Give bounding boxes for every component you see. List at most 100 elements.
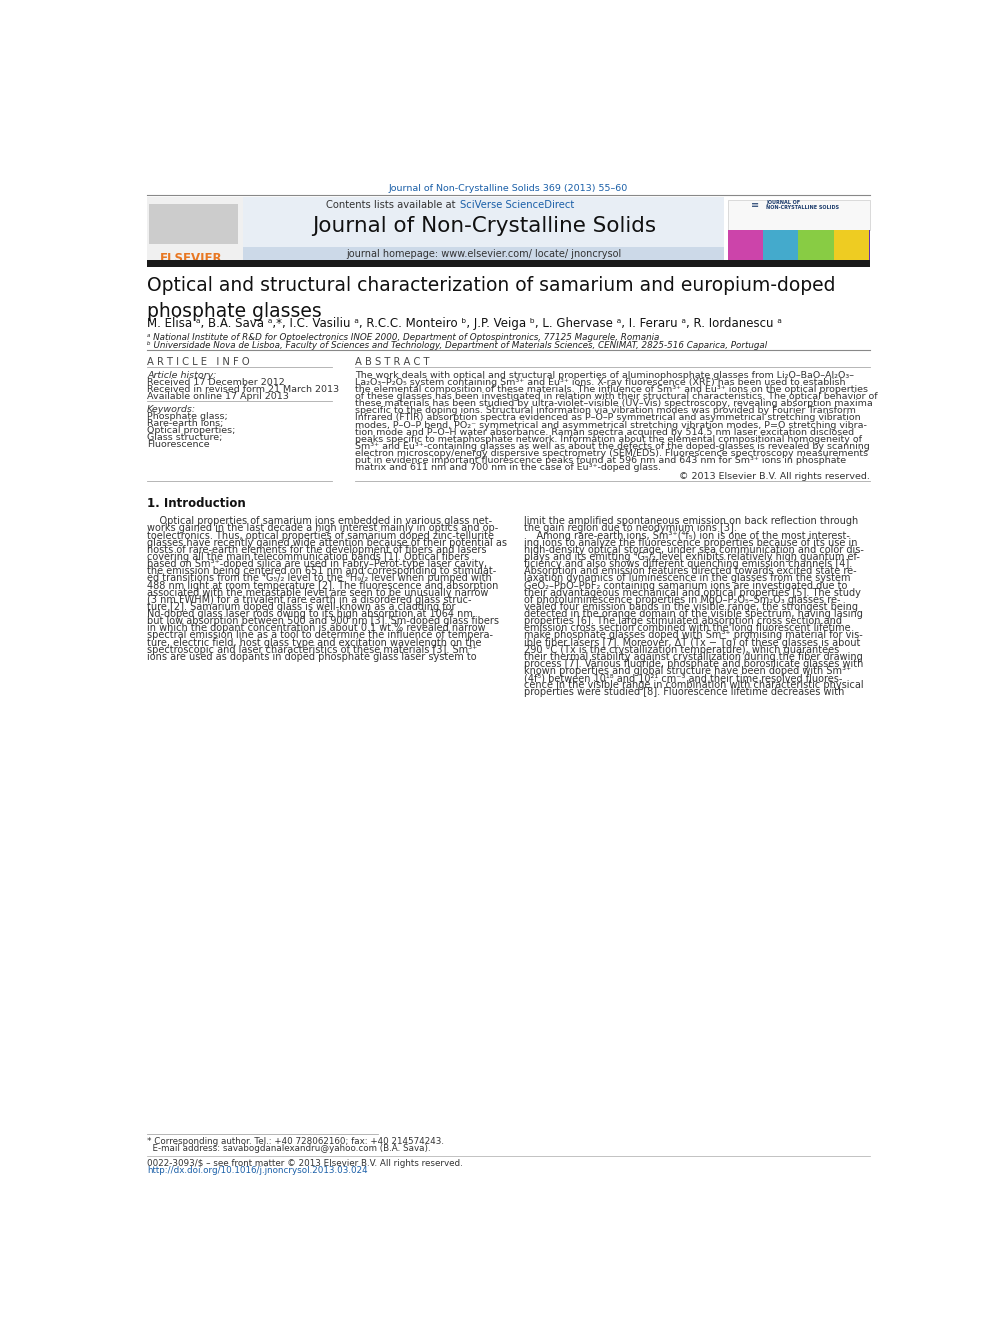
Text: based on Sm³⁺-doped silica are used in Fabry–Perot-type laser cavity,: based on Sm³⁺-doped silica are used in F… xyxy=(147,560,487,569)
FancyBboxPatch shape xyxy=(763,230,799,261)
Text: hosts of rare-earth elements for the development of fibers and lasers: hosts of rare-earth elements for the dev… xyxy=(147,545,486,554)
Text: ture, electric field, host glass type and excitation wavelength on the: ture, electric field, host glass type an… xyxy=(147,638,481,647)
Text: in which the dopant concentration is about 0.1 wt.% revealed narrow: in which the dopant concentration is abo… xyxy=(147,623,486,634)
Text: toelectronics. Thus, optical properties of samarium doped zinc-tellurite: toelectronics. Thus, optical properties … xyxy=(147,531,494,541)
Text: high-density optical storage, under sea communication and color dis-: high-density optical storage, under sea … xyxy=(524,545,864,554)
Text: specific to the doping ions. Structural information via vibration modes was prov: specific to the doping ions. Structural … xyxy=(355,406,855,415)
FancyBboxPatch shape xyxy=(727,230,870,261)
Text: ᵇ Universidade Nova de Lisboa, Faculty of Sciences and Technology, Department of: ᵇ Universidade Nova de Lisboa, Faculty o… xyxy=(147,341,767,351)
Text: Fluorescence: Fluorescence xyxy=(147,441,209,448)
FancyBboxPatch shape xyxy=(833,230,869,261)
Text: known properties and global structure have been doped with Sm³⁺: known properties and global structure ha… xyxy=(524,665,851,676)
Text: 488 nm light at room temperature [2]. The fluorescence and absorption: 488 nm light at room temperature [2]. Th… xyxy=(147,581,498,590)
Text: process [7]. Various fluoride, phosphate and borosilicate glasses with: process [7]. Various fluoride, phosphate… xyxy=(524,659,863,669)
Text: Contents lists available at: Contents lists available at xyxy=(325,200,458,209)
Text: ions are used as dopants in doped phosphate glass laser system to: ions are used as dopants in doped phosph… xyxy=(147,652,477,662)
Text: limit the amplified spontaneous emission on back reflection through: limit the amplified spontaneous emission… xyxy=(524,516,858,527)
Text: their advantageous mechanical and optical properties [5]. The study: their advantageous mechanical and optica… xyxy=(524,587,861,598)
Text: put in evidence important fluorescence peaks found at 596 nm and 643 nm for Sm³⁺: put in evidence important fluorescence p… xyxy=(355,456,846,466)
Text: Optical properties;: Optical properties; xyxy=(147,426,235,435)
Text: but low absorption between 500 and 900 nm [3]. Sm-doped glass fibers: but low absorption between 500 and 900 n… xyxy=(147,617,499,626)
Text: covering all the main telecommunication bands [1]. Optical fibers: covering all the main telecommunication … xyxy=(147,552,469,562)
Text: ficiency and also shows different quenching emission channels [4].: ficiency and also shows different quench… xyxy=(524,560,852,569)
Text: these materials has been studied by ultra-violet–visible (UV–Vis) spectroscopy, : these materials has been studied by ultr… xyxy=(355,400,872,409)
Text: 0022-3093/$ – see front matter © 2013 Elsevier B.V. All rights reserved.: 0022-3093/$ – see front matter © 2013 El… xyxy=(147,1159,463,1168)
Text: the emission being centered on 651 nm and corresponding to stimulat-: the emission being centered on 651 nm an… xyxy=(147,566,496,577)
Text: A B S T R A C T: A B S T R A C T xyxy=(355,357,430,368)
Text: properties [6]. The large stimulated absorption cross section and: properties [6]. The large stimulated abs… xyxy=(524,617,842,626)
Text: the elemental composition of these materials. The influence of Sm³⁺ and Eu³⁺ ion: the elemental composition of these mater… xyxy=(355,385,868,394)
Text: Received in revised form 21 March 2013: Received in revised form 21 March 2013 xyxy=(147,385,339,394)
Text: Nd-doped glass laser rods owing to its high absorption at 1064 nm: Nd-doped glass laser rods owing to its h… xyxy=(147,609,473,619)
Text: ing ions to analyze the fluorescence properties because of its use in: ing ions to analyze the fluorescence pro… xyxy=(524,537,857,548)
Text: properties were studied [8]. Fluorescence lifetime decreases with: properties were studied [8]. Fluorescenc… xyxy=(524,688,844,697)
Text: (4f⁵) between 10¹⁸ and 10²¹ cm⁻³ and their time resolved fluores-: (4f⁵) between 10¹⁸ and 10²¹ cm⁻³ and the… xyxy=(524,673,842,683)
Text: Received 17 December 2012: Received 17 December 2012 xyxy=(147,378,285,386)
Text: electron microscopy/energy dispersive spectrometry (SEM/EDS). Fluorescence spect: electron microscopy/energy dispersive sp… xyxy=(355,448,868,458)
Text: * Corresponding author. Tel.: +40 728062160; fax: +40 214574243.: * Corresponding author. Tel.: +40 728062… xyxy=(147,1136,444,1146)
Text: glasses have recently gained wide attention because of their potential as: glasses have recently gained wide attent… xyxy=(147,537,507,548)
Text: Journal of Non-Crystalline Solids: Journal of Non-Crystalline Solids xyxy=(311,216,656,235)
Text: La₂O₃–P₂O₅ system containing Sm³⁺ and Eu³⁺ ions. X-ray fluorescence (XRF) has be: La₂O₃–P₂O₅ system containing Sm³⁺ and Eu… xyxy=(355,378,845,386)
Text: modes, P–O–P bend, PO₂⁻ symmetrical and asymmetrical stretching vibration modes,: modes, P–O–P bend, PO₂⁻ symmetrical and … xyxy=(355,421,867,430)
Text: associated with the metastable level are seen to be unusually narrow: associated with the metastable level are… xyxy=(147,587,488,598)
Text: GeO₂–PbO–PbF₂ containing samarium ions are investigated due to: GeO₂–PbO–PbF₂ containing samarium ions a… xyxy=(524,581,847,590)
Text: Absorption and emission features directed towards excited state re-: Absorption and emission features directe… xyxy=(524,566,856,577)
Text: M. Elisa ᵃ, B.A. Sava ᵃ,*, I.C. Vasiliu ᵃ, R.C.C. Monteiro ᵇ, J.P. Veiga ᵇ, L. G: M. Elisa ᵃ, B.A. Sava ᵃ,*, I.C. Vasiliu … xyxy=(147,316,782,329)
Text: the gain region due to neodymium ions [3].: the gain region due to neodymium ions [3… xyxy=(524,524,737,533)
Text: ed transitions from the ⁴G₅/₂ level to the ⁶H₉/₂ level when pumped with: ed transitions from the ⁴G₅/₂ level to t… xyxy=(147,573,492,583)
Text: ture [2]. Samarium doped glass is well-known as a cladding for: ture [2]. Samarium doped glass is well-k… xyxy=(147,602,455,613)
Text: Article history:: Article history: xyxy=(147,370,216,380)
Text: journal homepage: www.elsevier.com/ locate/ jnoncrysol: journal homepage: www.elsevier.com/ loca… xyxy=(346,250,621,259)
Text: 290 °C (Tx is the crystallization temperature), which guarantees: 290 °C (Tx is the crystallization temper… xyxy=(524,644,839,655)
Text: cence in the visible range in combination with characteristic physical: cence in the visible range in combinatio… xyxy=(524,680,863,691)
Text: laxation dynamics of luminescence in the glasses from the system: laxation dynamics of luminescence in the… xyxy=(524,573,850,583)
Text: tion mode and P–O–H water absorbance. Raman spectra acquired by 514.5 nm laser e: tion mode and P–O–H water absorbance. Ra… xyxy=(355,427,854,437)
Text: http://dx.doi.org/10.1016/j.jnoncrysol.2013.03.024: http://dx.doi.org/10.1016/j.jnoncrysol.2… xyxy=(147,1167,368,1175)
Text: matrix and 611 nm and 700 nm in the case of Eu³⁺-doped glass.: matrix and 611 nm and 700 nm in the case… xyxy=(355,463,661,472)
Text: detected in the orange domain of the visible spectrum, having lasing: detected in the orange domain of the vis… xyxy=(524,609,863,619)
Text: plays and its emitting ⁴G₅/₂ level exhibits relatively high quantum ef-: plays and its emitting ⁴G₅/₂ level exhib… xyxy=(524,552,860,562)
FancyBboxPatch shape xyxy=(147,197,243,261)
FancyBboxPatch shape xyxy=(243,247,724,261)
Text: Available online 17 April 2013: Available online 17 April 2013 xyxy=(147,392,289,401)
Text: Optical properties of samarium ions embedded in various glass net-: Optical properties of samarium ions embe… xyxy=(147,516,492,527)
Text: make phosphate glasses doped with Sm³⁺ promising material for vis-: make phosphate glasses doped with Sm³⁺ p… xyxy=(524,631,862,640)
Text: Optical and structural characterization of samarium and europium-doped
phosphate: Optical and structural characterization … xyxy=(147,277,835,320)
Text: 1. Introduction: 1. Introduction xyxy=(147,497,246,509)
Text: E-mail address: savabogdanalexandru@yahoo.com (B.A. Sava).: E-mail address: savabogdanalexandru@yaho… xyxy=(147,1144,431,1152)
FancyBboxPatch shape xyxy=(727,230,763,261)
Text: ible fiber lasers [7]. Moreover, ΔT (Tx − Tg) of these glasses is about: ible fiber lasers [7]. Moreover, ΔT (Tx … xyxy=(524,638,860,647)
Text: (3 nm FWHM) for a trivalent rare earth in a disordered glass struc-: (3 nm FWHM) for a trivalent rare earth i… xyxy=(147,595,471,605)
Text: their thermal stability against crystallization during the fiber drawing: their thermal stability against crystall… xyxy=(524,652,862,662)
Text: SciVerse ScienceDirect: SciVerse ScienceDirect xyxy=(460,200,574,209)
Text: ≡: ≡ xyxy=(751,200,759,209)
Text: Infrared (FTIR) absorption spectra evidenced as P–O–P symmetrical and asymmetric: Infrared (FTIR) absorption spectra evide… xyxy=(355,413,860,422)
Text: JOURNAL OF
NON-CRYSTALLINE SOLIDS: JOURNAL OF NON-CRYSTALLINE SOLIDS xyxy=(766,200,839,210)
Text: Glass structure;: Glass structure; xyxy=(147,433,222,442)
Text: Phosphate glass;: Phosphate glass; xyxy=(147,413,228,422)
Text: of photoluminescence properties in MgO–P₂O₅–Sm₂O₃ glasses re-: of photoluminescence properties in MgO–P… xyxy=(524,595,840,605)
FancyBboxPatch shape xyxy=(799,230,833,261)
Text: Among rare-earth ions, Sm³⁺(⁴f₅) ion is one of the most interest-: Among rare-earth ions, Sm³⁺(⁴f₅) ion is … xyxy=(524,531,850,541)
FancyBboxPatch shape xyxy=(147,259,870,267)
FancyBboxPatch shape xyxy=(150,204,238,245)
Text: spectral emission line as a tool to determine the influence of tempera-: spectral emission line as a tool to dete… xyxy=(147,631,493,640)
Text: Sm³⁺ and Eu³⁺-containing glasses as well as about the defects of the doped-glass: Sm³⁺ and Eu³⁺-containing glasses as well… xyxy=(355,442,869,451)
Text: Journal of Non-Crystalline Solids 369 (2013) 55–60: Journal of Non-Crystalline Solids 369 (2… xyxy=(389,184,628,193)
Text: emission cross section combined with the long fluorescent lifetime: emission cross section combined with the… xyxy=(524,623,850,634)
Text: of these glasses has been investigated in relation with their structural charact: of these glasses has been investigated i… xyxy=(355,392,877,401)
Text: ᵃ National Institute of R&D for Optoelectronics INOE 2000, Department of Optospi: ᵃ National Institute of R&D for Optoelec… xyxy=(147,333,660,341)
Text: ELSEVIER: ELSEVIER xyxy=(161,253,223,266)
Text: peaks specific to metaphosphate network. Information about the elemental composi: peaks specific to metaphosphate network.… xyxy=(355,435,862,443)
Text: © 2013 Elsevier B.V. All rights reserved.: © 2013 Elsevier B.V. All rights reserved… xyxy=(679,471,870,480)
Text: Keywords:: Keywords: xyxy=(147,405,196,414)
FancyBboxPatch shape xyxy=(243,197,724,253)
Text: works gained in the last decade a high interest mainly in optics and op-: works gained in the last decade a high i… xyxy=(147,524,498,533)
FancyBboxPatch shape xyxy=(727,200,870,230)
Text: spectroscopic and laser characteristics of these materials [3]. Sm³⁺: spectroscopic and laser characteristics … xyxy=(147,644,477,655)
Text: The work deals with optical and structural properties of aluminophosphate glasse: The work deals with optical and structur… xyxy=(355,370,854,380)
Text: A R T I C L E   I N F O: A R T I C L E I N F O xyxy=(147,357,250,368)
Text: vealed four emission bands in the visible range, the strongest being: vealed four emission bands in the visibl… xyxy=(524,602,858,613)
Text: Rare-earth ions;: Rare-earth ions; xyxy=(147,419,223,429)
